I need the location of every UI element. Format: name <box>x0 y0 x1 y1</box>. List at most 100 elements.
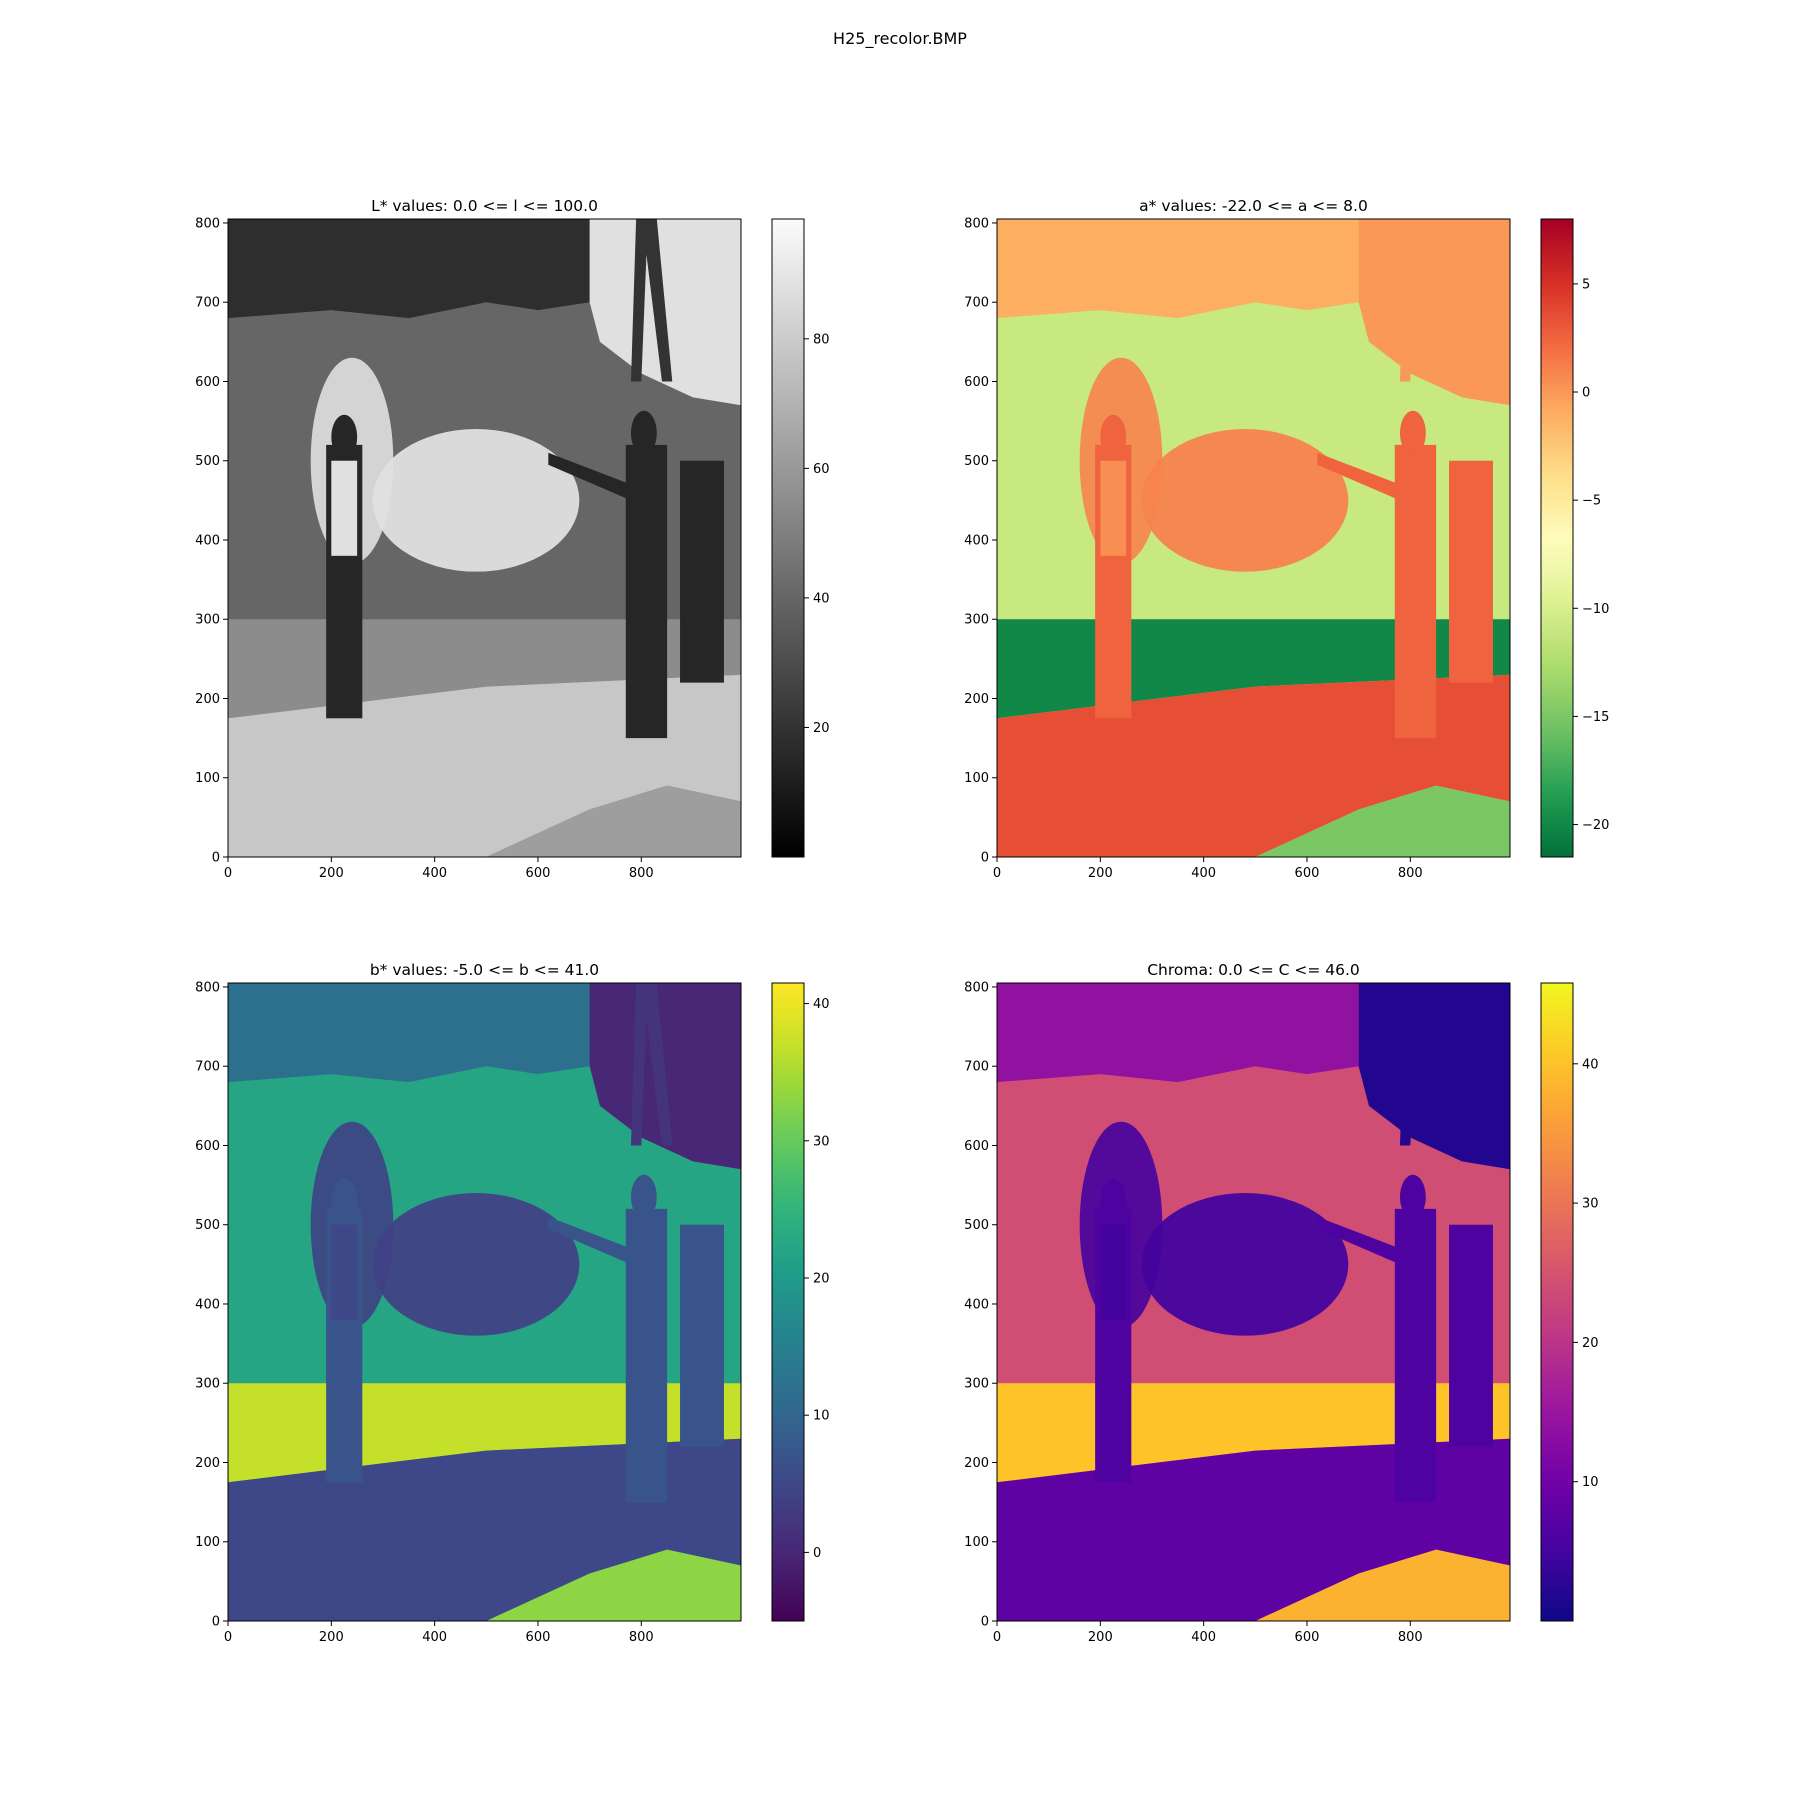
region-tower <box>630 219 673 382</box>
y-tick-label: 200 <box>964 692 989 707</box>
colorbar-tick-label: −20 <box>1582 818 1609 833</box>
figure-right-arm <box>1317 452 1400 501</box>
y-tick-label: 700 <box>195 1060 220 1075</box>
y-tick-label: 100 <box>195 1535 220 1550</box>
colorbar-tick-label: 20 <box>813 1271 830 1286</box>
y-tick-label: 100 <box>964 1535 989 1550</box>
x-tick-label: 0 <box>224 1630 232 1645</box>
y-tick-label: 0 <box>212 1615 220 1630</box>
region-trees <box>228 983 590 1083</box>
heatmap-image <box>997 219 1510 857</box>
figure-left-shirt <box>1100 460 1127 556</box>
panel-title: L* values: 0.0 <= l <= 100.0 <box>371 197 598 215</box>
y-tick-label: 700 <box>964 296 989 311</box>
colorbar-tick-label: 0 <box>1582 386 1590 401</box>
colorbar <box>771 218 805 858</box>
region-smoke <box>1141 429 1349 572</box>
y-tick-label: 500 <box>195 1218 220 1233</box>
heatmap-image <box>228 219 741 857</box>
y-tick-label: 500 <box>195 454 220 469</box>
y-tick-label: 0 <box>981 1615 989 1630</box>
x-tick-label: 400 <box>422 866 447 881</box>
y-tick-label: 600 <box>964 1139 989 1154</box>
y-tick-label: 600 <box>195 1139 220 1154</box>
region-tower <box>1399 983 1442 1146</box>
y-tick-label: 200 <box>195 692 220 707</box>
region-smoke <box>1141 1193 1349 1336</box>
figure-left-head <box>331 1178 358 1224</box>
x-tick-label: 200 <box>319 1630 344 1645</box>
y-tick-label: 400 <box>195 1297 220 1312</box>
colorbar-tick-label: 40 <box>1582 1057 1599 1072</box>
x-tick-label: 800 <box>1398 866 1423 881</box>
x-tick-label: 600 <box>526 1630 551 1645</box>
x-tick-label: 600 <box>1295 866 1320 881</box>
y-tick-label: 0 <box>212 851 220 866</box>
figure-bystanders <box>1449 460 1493 683</box>
y-tick-label: 800 <box>195 216 220 231</box>
panel-title: Chroma: 0.0 <= C <= 46.0 <box>1147 961 1360 979</box>
figure-bystanders <box>1449 1224 1493 1447</box>
colorbar-tick-label: 60 <box>813 462 830 477</box>
y-tick-label: 800 <box>964 216 989 231</box>
figure-title: H25_recolor.BMP <box>833 29 967 49</box>
panel-title: b* values: -5.0 <= b <= 41.0 <box>370 961 599 979</box>
region-trees <box>228 219 590 319</box>
colorbar-tick-label: 20 <box>1582 1336 1599 1351</box>
region-road-lower <box>1151 1549 1510 1621</box>
figure-right-arm <box>548 452 631 501</box>
region-road <box>997 1438 1510 1621</box>
region-road-lower <box>382 785 741 857</box>
region-trees <box>997 219 1359 319</box>
figure-right-head <box>1399 1174 1426 1220</box>
region-tower <box>1399 219 1442 382</box>
y-tick-label: 400 <box>195 533 220 548</box>
y-tick-label: 700 <box>195 296 220 311</box>
y-tick-label: 600 <box>964 375 989 390</box>
colorbar-tick-label: −15 <box>1582 710 1609 725</box>
region-road-lower <box>382 1549 741 1621</box>
axes-frame <box>227 218 742 858</box>
x-tick-label: 400 <box>1191 866 1216 881</box>
y-tick-label: 400 <box>964 1297 989 1312</box>
figure-left-head <box>1100 414 1127 460</box>
figure-right <box>625 444 668 739</box>
region-smoke <box>372 1193 580 1336</box>
y-tick-label: 300 <box>964 1377 989 1392</box>
x-tick-label: 0 <box>993 866 1001 881</box>
figure-left-shirt <box>1100 1224 1127 1320</box>
x-tick-label: 200 <box>1088 866 1113 881</box>
y-tick-label: 200 <box>964 1456 989 1471</box>
x-tick-label: 0 <box>224 866 232 881</box>
x-tick-label: 800 <box>1398 1630 1423 1645</box>
y-tick-label: 600 <box>195 375 220 390</box>
y-tick-label: 500 <box>964 1218 989 1233</box>
panel-title: a* values: -22.0 <= a <= 8.0 <box>1139 197 1368 215</box>
x-tick-label: 400 <box>422 1630 447 1645</box>
x-tick-label: 800 <box>629 1630 654 1645</box>
y-tick-label: 300 <box>964 613 989 628</box>
x-tick-label: 600 <box>526 866 551 881</box>
region-road <box>228 674 741 857</box>
figure-left-shirt <box>331 1224 358 1320</box>
heatmap-image <box>997 983 1510 1621</box>
colorbar-tick-label: 30 <box>813 1134 830 1149</box>
y-tick-label: 0 <box>981 851 989 866</box>
figure-bystanders <box>680 1224 724 1447</box>
figure-right-head <box>630 410 657 456</box>
y-tick-label: 800 <box>195 980 220 995</box>
x-tick-label: 200 <box>1088 1630 1113 1645</box>
colorbar <box>1540 982 1574 1622</box>
colorbar-tick-label: 80 <box>813 332 830 347</box>
panel-2: a* values: -22.0 <= a <= 8.0 0 200 400 600 80… <box>964 197 1609 881</box>
colorbar-tick-label: 10 <box>813 1409 830 1424</box>
y-tick-label: 200 <box>195 1456 220 1471</box>
figure-right <box>625 1208 668 1503</box>
colorbar <box>1540 218 1574 858</box>
axes-frame <box>996 218 1511 858</box>
region-road <box>228 1438 741 1621</box>
y-tick-label: 800 <box>964 980 989 995</box>
x-tick-label: 800 <box>629 866 654 881</box>
axes-frame <box>227 982 742 1622</box>
